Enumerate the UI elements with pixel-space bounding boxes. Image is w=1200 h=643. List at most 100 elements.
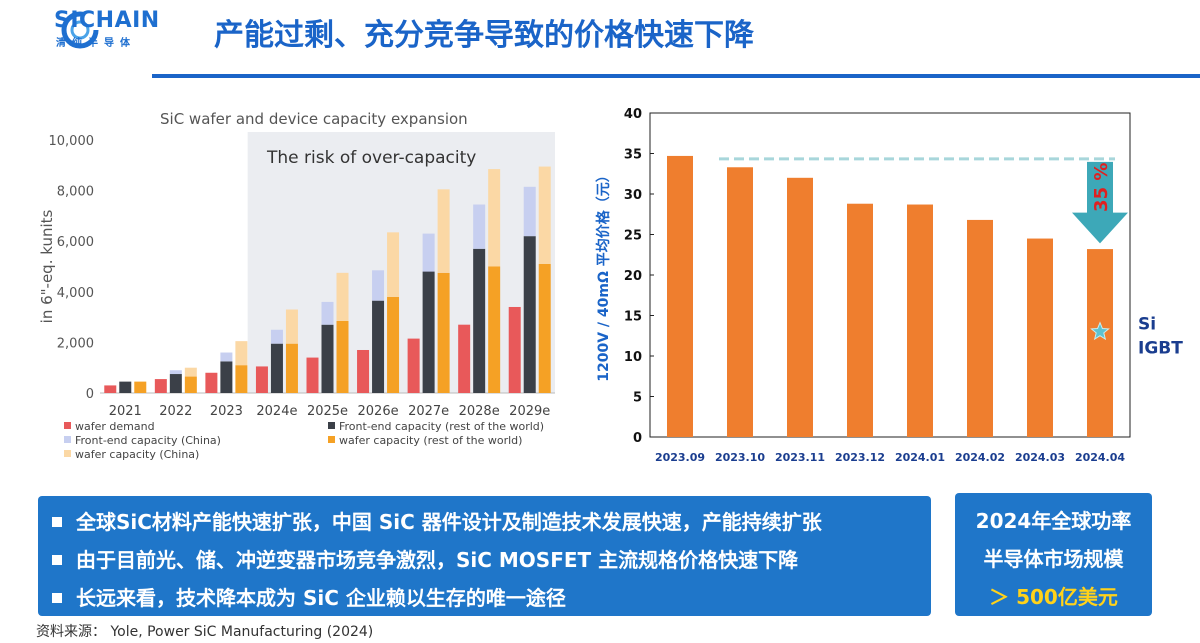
bar-wafer-china — [437, 189, 450, 273]
x-tick-label: 2026e — [358, 404, 399, 419]
bar-wafer-demand — [205, 372, 218, 393]
bar-wafer-china — [285, 309, 298, 344]
bar-wafer-demand — [104, 385, 117, 393]
logo-text: SICHAIN — [54, 8, 160, 33]
y-tick-label: 35 — [624, 148, 642, 163]
bar-wafer-demand — [508, 306, 521, 393]
title-divider — [152, 74, 1200, 78]
x-tick-label: 2028e — [459, 404, 500, 419]
bar-front-end-china — [220, 352, 233, 362]
y-tick-label: 6,000 — [57, 235, 94, 250]
y-tick-label: 30 — [624, 188, 642, 203]
chart-annotation: The risk of over-capacity — [266, 148, 476, 168]
bar-front-end-row — [372, 300, 385, 393]
bar-wafer-row — [184, 376, 197, 393]
legend-label: wafer demand — [75, 420, 155, 433]
bar-wafer-demand — [458, 324, 471, 393]
price-decline-chart: 0 5 10 15 20 25 30 35 40 1200V / 40mΩ 平均价格（元） 2023… — [595, 107, 1183, 464]
price-bar — [787, 177, 813, 438]
y-tick-label: 15 — [624, 310, 642, 325]
bar-wafer-china — [387, 232, 400, 297]
bar-wafer-row — [437, 272, 450, 393]
legend-swatch — [328, 422, 335, 429]
plot-frame — [649, 112, 1131, 438]
x-tick-label: 2023.11 — [775, 451, 825, 464]
bar-front-end-row — [169, 374, 182, 393]
legend-label: Front-end capacity (rest of the world) — [339, 420, 544, 433]
legend-swatch — [328, 436, 335, 443]
price-bar — [727, 167, 753, 437]
legend-swatch — [64, 450, 71, 457]
source-note: 资料来源： Yole, Power SiC Manufacturing (202… — [36, 624, 374, 640]
y-tick-label: 0 — [633, 431, 642, 446]
x-tick-label: 2023.10 — [715, 451, 765, 464]
square-bullet-icon — [52, 516, 62, 527]
legend-label: wafer capacity (China) — [75, 448, 199, 461]
marker-label-igbt: IGBT — [1138, 339, 1183, 359]
bar-front-end-row — [523, 236, 536, 393]
bullet-item: 由于目前光、储、冲逆变器市场竞争激烈，SiC MOSFET 主流规格价格快速下降 — [52, 544, 798, 573]
legend-label: wafer capacity (rest of the world) — [339, 434, 522, 447]
bar-wafer-row — [538, 263, 551, 393]
bar-wafer-row — [134, 381, 147, 393]
x-tick-label: 2027e — [408, 404, 449, 419]
bar-wafer-row — [285, 343, 298, 393]
bar-wafer-china — [235, 341, 248, 366]
y-tick-label: 10,000 — [49, 134, 95, 149]
bar-front-end-row — [270, 343, 283, 393]
legend-swatch — [64, 436, 71, 443]
market-line-1: 2024年全球功率 — [975, 509, 1132, 533]
x-tick-label: 2023.12 — [835, 451, 885, 464]
y-axis-label: in 6"-eq. kunits — [38, 209, 56, 323]
price-bar — [1087, 249, 1113, 437]
x-tick-label: 2024.01 — [895, 451, 945, 464]
bar-wafer-row — [488, 266, 501, 393]
y-tick-label: 8,000 — [57, 185, 94, 200]
bar-wafer-china — [488, 169, 501, 267]
bar-front-end-row — [422, 271, 435, 393]
bar-wafer-row — [235, 365, 248, 393]
bar-front-end-china — [473, 204, 486, 249]
bar-wafer-demand — [407, 338, 420, 393]
x-tick-label: 2024e — [256, 404, 297, 419]
bar-front-end-china — [372, 270, 385, 301]
market-line-2: 半导体市场规模 — [983, 547, 1124, 571]
chart-title: SiC wafer and device capacity expansion — [160, 110, 468, 128]
bar-front-end-row — [473, 248, 486, 393]
y-tick-label: 4,000 — [57, 286, 94, 301]
bar-wafer-china — [184, 367, 197, 377]
y-tick-label: 25 — [624, 229, 642, 244]
bar-front-end-china — [523, 186, 536, 237]
bar-front-end-row — [321, 324, 334, 393]
key-points-box: 全球SiC材料产能快速扩张，中国 SiC 器件设计及制造技术发展快速，产能持续扩… — [38, 496, 931, 616]
bar-wafer-demand — [357, 349, 370, 393]
y-tick-label: 40 — [624, 107, 642, 122]
x-tick-label: 2029e — [509, 404, 550, 419]
bar-front-end-china — [422, 233, 435, 272]
bar-wafer-demand — [154, 379, 167, 393]
marker-label-si: Si — [1138, 315, 1156, 335]
capacity-expansion-chart: SiC wafer and device capacity expansion T… — [38, 110, 555, 461]
bar-wafer-demand — [255, 366, 268, 393]
price-bar — [847, 203, 873, 437]
bar-front-end-china — [169, 370, 182, 375]
logo-subtitle: 清纯半导体 — [56, 38, 136, 49]
price-bar — [1027, 238, 1053, 437]
page-title: 产能过剩、充分竞争导致的价格快速下降 — [214, 18, 754, 53]
y-tick-label: 2,000 — [57, 336, 94, 351]
logo-icon — [61, 11, 99, 49]
bar-wafer-row — [336, 320, 349, 393]
legend-swatch — [64, 422, 71, 429]
x-tick-label: 2025e — [307, 404, 348, 419]
x-tick-label: 2022 — [159, 404, 192, 419]
bar-front-end-china — [321, 301, 334, 325]
x-tick-label: 2024.02 — [955, 451, 1005, 464]
bar-front-end-row — [220, 361, 233, 393]
bar-wafer-china — [538, 166, 551, 264]
price-bar — [967, 219, 993, 437]
x-tick-label: 2024.04 — [1075, 451, 1125, 464]
legend-label: Front-end capacity (China) — [75, 434, 221, 447]
bar-front-end-row — [119, 381, 132, 393]
bar-wafer-row — [387, 296, 400, 393]
bar-wafer-demand — [306, 357, 319, 393]
